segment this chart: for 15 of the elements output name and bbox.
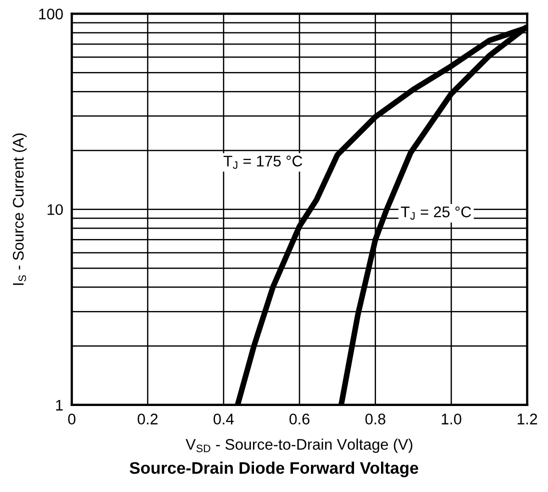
series-label: T$_{J}$ = 175 °C: [224, 156, 302, 169]
text: Source-Drain Diode Forward Voltage: [130, 462, 418, 478]
x-tick-label: 1.0: [442, 414, 462, 424]
y-axis-title: I$_{S}$ - Source Current (A): [12, 134, 27, 285]
x-tick-label: 0.2: [138, 414, 158, 424]
x-tick-label: 0.6: [289, 414, 310, 424]
x-tick-label: 0: [68, 414, 76, 424]
series-label: T$_{J}$ = 25 °C: [400, 206, 472, 220]
y-tick-label: 10: [48, 204, 63, 216]
y-tick-label: 1: [56, 400, 63, 410]
x-axis-title: V$_{SD}$ - Source-to-Drain Voltage (V): [186, 438, 412, 453]
x-tick-label: 0.4: [214, 414, 234, 424]
y-tick-label: 100: [39, 8, 63, 20]
x-tick-label: 0.8: [365, 414, 386, 424]
x-tick-label: 1.2: [518, 414, 538, 424]
